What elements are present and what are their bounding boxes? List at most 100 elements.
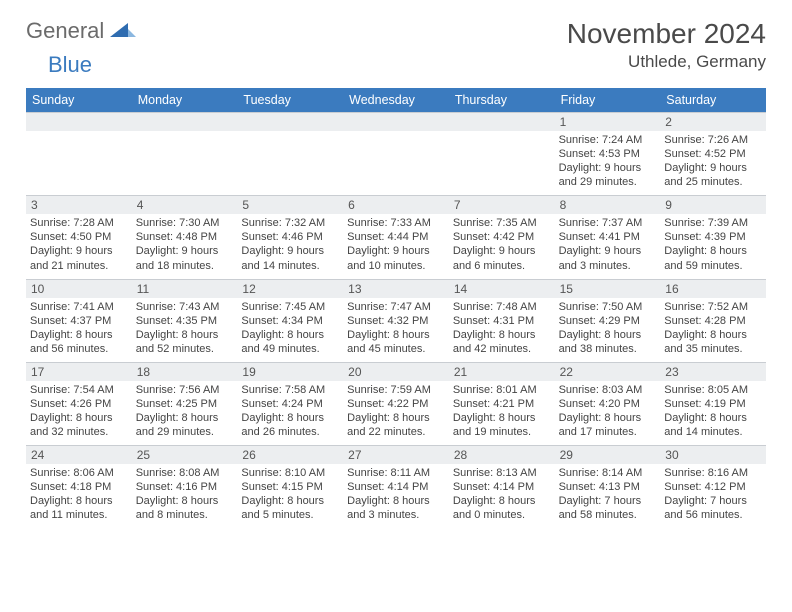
calendar-cell: 1 Sunrise: 7:24 AMSunset: 4:53 PMDaylight… [555, 112, 661, 195]
day-number: 9 [660, 196, 766, 214]
weekday-sun: Sunday [26, 88, 132, 112]
weekday-wed: Wednesday [343, 88, 449, 112]
calendar-cell [26, 112, 132, 195]
weekday-mon: Monday [132, 88, 238, 112]
day-details: Sunrise: 7:48 AMSunset: 4:31 PMDaylight:… [453, 300, 551, 356]
calendar-cell: 25Sunrise: 8:08 AMSunset: 4:16 PMDayligh… [132, 445, 238, 528]
day-number: 19 [237, 363, 343, 381]
day-number: 22 [555, 363, 661, 381]
calendar-cell: 5 Sunrise: 7:32 AMSunset: 4:46 PMDaylight… [237, 195, 343, 278]
day-details: Sunrise: 8:06 AMSunset: 4:18 PMDaylight:… [30, 466, 128, 522]
location-label: Uthlede, Germany [567, 52, 766, 72]
calendar: Sunday Monday Tuesday Wednesday Thursday… [26, 88, 766, 529]
day-number: 2 [660, 113, 766, 131]
day-details: Sunrise: 8:08 AMSunset: 4:16 PMDaylight:… [136, 466, 234, 522]
day-number: 29 [555, 446, 661, 464]
day-details: Sunrise: 7:32 AMSunset: 4:46 PMDaylight:… [241, 216, 339, 272]
day-number: 15 [555, 280, 661, 298]
brand-logo: General [26, 18, 138, 44]
day-number: 27 [343, 446, 449, 464]
calendar-week: 1 Sunrise: 7:24 AMSunset: 4:53 PMDaylight… [26, 112, 766, 195]
day-details: Sunrise: 7:43 AMSunset: 4:35 PMDaylight:… [136, 300, 234, 356]
day-number: 10 [26, 280, 132, 298]
calendar-cell: 20Sunrise: 7:59 AMSunset: 4:22 PMDayligh… [343, 362, 449, 445]
calendar-cell: 12Sunrise: 7:45 AMSunset: 4:34 PMDayligh… [237, 279, 343, 362]
day-number [26, 113, 132, 131]
day-number: 23 [660, 363, 766, 381]
calendar-cell: 14 Sunrise: 7:48 AMSunset: 4:31 PMDayligh… [449, 279, 555, 362]
day-number [343, 113, 449, 131]
calendar-cell: 28 Sunrise: 8:13 AMSunset: 4:14 PMDayligh… [449, 445, 555, 528]
day-details: Sunrise: 8:10 AMSunset: 4:15 PMDaylight:… [241, 466, 339, 522]
calendar-cell: 24 Sunrise: 8:06 AMSunset: 4:18 PMDayligh… [26, 445, 132, 528]
weekday-thu: Thursday [449, 88, 555, 112]
day-details: Sunrise: 7:56 AMSunset: 4:25 PMDaylight:… [136, 383, 234, 439]
day-details: Sunrise: 7:24 AMSunset: 4:53 PMDaylight:… [559, 133, 657, 189]
day-number: 28 [449, 446, 555, 464]
calendar-cell: 27Sunrise: 8:11 AMSunset: 4:14 PMDayligh… [343, 445, 449, 528]
day-details: Sunrise: 7:45 AMSunset: 4:34 PMDaylight:… [241, 300, 339, 356]
calendar-week: 3 Sunrise: 7:28 AMSunset: 4:50 PMDaylight… [26, 195, 766, 278]
day-number: 3 [26, 196, 132, 214]
weekday-sat: Saturday [660, 88, 766, 112]
day-number: 11 [132, 280, 238, 298]
day-number: 26 [237, 446, 343, 464]
day-number: 6 [343, 196, 449, 214]
day-details: Sunrise: 7:50 AMSunset: 4:29 PMDaylight:… [559, 300, 657, 356]
calendar-cell: 8 Sunrise: 7:37 AMSunset: 4:41 PMDaylight… [555, 195, 661, 278]
day-number [449, 113, 555, 131]
day-details: Sunrise: 7:41 AMSunset: 4:37 PMDaylight:… [30, 300, 128, 356]
day-number: 5 [237, 196, 343, 214]
day-details: Sunrise: 7:58 AMSunset: 4:24 PMDaylight:… [241, 383, 339, 439]
day-details: Sunrise: 8:03 AMSunset: 4:20 PMDaylight:… [559, 383, 657, 439]
calendar-cell: 15 Sunrise: 7:50 AMSunset: 4:29 PMDayligh… [555, 279, 661, 362]
day-number: 1 [555, 113, 661, 131]
day-number: 17 [26, 363, 132, 381]
day-details: Sunrise: 7:39 AMSunset: 4:39 PMDaylight:… [664, 216, 762, 272]
calendar-week: 10 Sunrise: 7:41 AMSunset: 4:37 PMDayligh… [26, 279, 766, 362]
calendar-cell: 9 Sunrise: 7:39 AMSunset: 4:39 PMDaylight… [660, 195, 766, 278]
calendar-cell [132, 112, 238, 195]
day-number [132, 113, 238, 131]
day-number: 4 [132, 196, 238, 214]
day-number: 7 [449, 196, 555, 214]
calendar-cell: 3 Sunrise: 7:28 AMSunset: 4:50 PMDaylight… [26, 195, 132, 278]
day-number: 24 [26, 446, 132, 464]
day-details: Sunrise: 7:33 AMSunset: 4:44 PMDaylight:… [347, 216, 445, 272]
calendar-body: 1 Sunrise: 7:24 AMSunset: 4:53 PMDaylight… [26, 112, 766, 529]
calendar-cell: 10 Sunrise: 7:41 AMSunset: 4:37 PMDayligh… [26, 279, 132, 362]
calendar-cell: 6 Sunrise: 7:33 AMSunset: 4:44 PMDaylight… [343, 195, 449, 278]
day-number: 21 [449, 363, 555, 381]
day-number: 13 [343, 280, 449, 298]
calendar-cell: 18 Sunrise: 7:56 AMSunset: 4:25 PMDayligh… [132, 362, 238, 445]
calendar-cell: 2Sunrise: 7:26 AMSunset: 4:52 PMDaylight… [660, 112, 766, 195]
day-number: 8 [555, 196, 661, 214]
day-details: Sunrise: 7:30 AMSunset: 4:48 PMDaylight:… [136, 216, 234, 272]
calendar-cell: 17 Sunrise: 7:54 AMSunset: 4:26 PMDayligh… [26, 362, 132, 445]
day-details: Sunrise: 8:13 AMSunset: 4:14 PMDaylight:… [453, 466, 551, 522]
day-details: Sunrise: 8:05 AMSunset: 4:19 PMDaylight:… [664, 383, 762, 439]
calendar-cell: 30 Sunrise: 8:16 AMSunset: 4:12 PMDayligh… [660, 445, 766, 528]
calendar-cell: 23 Sunrise: 8:05 AMSunset: 4:19 PMDayligh… [660, 362, 766, 445]
calendar-cell [237, 112, 343, 195]
day-details: Sunrise: 7:54 AMSunset: 4:26 PMDaylight:… [30, 383, 128, 439]
weekday-tue: Tuesday [237, 88, 343, 112]
weekday-header: Sunday Monday Tuesday Wednesday Thursday… [26, 88, 766, 112]
day-details: Sunrise: 7:47 AMSunset: 4:32 PMDaylight:… [347, 300, 445, 356]
calendar-cell: 7Sunrise: 7:35 AMSunset: 4:42 PMDaylight… [449, 195, 555, 278]
day-details: Sunrise: 7:28 AMSunset: 4:50 PMDaylight:… [30, 216, 128, 272]
day-number: 18 [132, 363, 238, 381]
calendar-cell [343, 112, 449, 195]
calendar-cell: 21Sunrise: 8:01 AMSunset: 4:21 PMDayligh… [449, 362, 555, 445]
calendar-cell: 29Sunrise: 8:14 AMSunset: 4:13 PMDayligh… [555, 445, 661, 528]
day-details: Sunrise: 8:16 AMSunset: 4:12 PMDaylight:… [664, 466, 762, 522]
day-number: 30 [660, 446, 766, 464]
day-number [237, 113, 343, 131]
day-details: Sunrise: 7:52 AMSunset: 4:28 PMDaylight:… [664, 300, 762, 356]
title-block: November 2024 Uthlede, Germany [567, 18, 766, 72]
day-details: Sunrise: 7:37 AMSunset: 4:41 PMDaylight:… [559, 216, 657, 272]
day-number: 14 [449, 280, 555, 298]
calendar-cell: 4 Sunrise: 7:30 AMSunset: 4:48 PMDaylight… [132, 195, 238, 278]
brand-part1: General [26, 18, 104, 44]
calendar-week: 24 Sunrise: 8:06 AMSunset: 4:18 PMDayligh… [26, 445, 766, 528]
